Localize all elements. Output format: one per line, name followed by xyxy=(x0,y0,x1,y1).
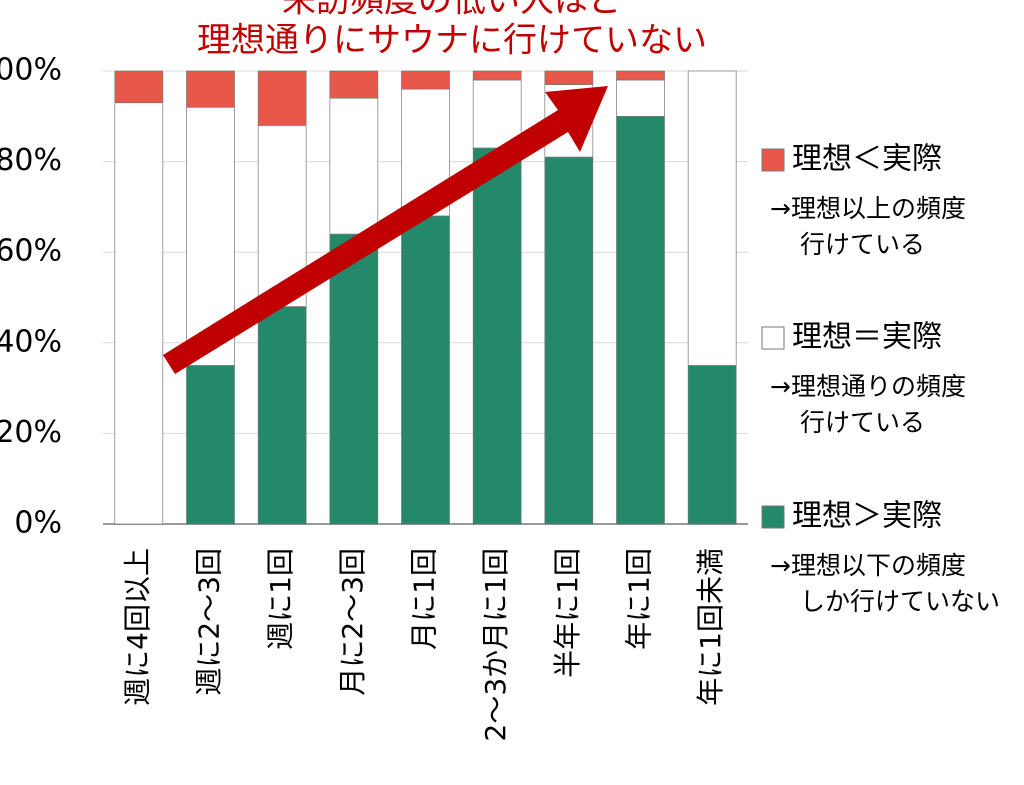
legend-note: 行けている xyxy=(800,230,925,259)
y-tick-label: 0% xyxy=(14,506,62,541)
bar-segment xyxy=(329,70,379,99)
y-tick-label: 40% xyxy=(0,324,62,359)
chart-title: 来訪頻度の低い人ほど xyxy=(282,0,622,21)
y-tick-label: 20% xyxy=(0,415,62,450)
bar-segment xyxy=(472,147,522,525)
bar-segment xyxy=(329,233,379,525)
y-tick-label: 100% xyxy=(0,53,62,88)
legend-note: →理想以上の頻度 xyxy=(770,194,966,223)
legend-note: →理想通りの頻度 xyxy=(770,372,966,401)
bar-segment xyxy=(616,70,665,81)
bar-segment xyxy=(114,102,164,525)
bar-segment xyxy=(401,215,450,525)
x-tick-label: 2〜3か月に1回 xyxy=(479,548,512,741)
x-tick-label: 週に1回 xyxy=(264,548,297,650)
legend-label: 理想＜実際 xyxy=(792,142,942,177)
x-tick-label: 半年に1回 xyxy=(551,548,584,678)
bar-segment xyxy=(544,70,594,85)
x-tick-label: 年に1回 xyxy=(623,548,656,650)
legend-label: 理想＞実際 xyxy=(792,499,942,534)
legend-swatch xyxy=(761,326,785,350)
bar-segment xyxy=(329,97,379,235)
y-tick-label: 60% xyxy=(0,234,62,269)
trend-arrow xyxy=(163,86,608,374)
legend-swatch xyxy=(761,505,785,529)
x-tick-label: 年に1回未満 xyxy=(694,548,727,706)
bar-segment xyxy=(186,70,235,108)
legend: 理想＜実際→理想以上の頻度行けている理想＝実際→理想通りの頻度行けている理想＞実… xyxy=(761,142,1000,616)
legend-note: しか行けていない xyxy=(800,587,1000,616)
bar-segment xyxy=(257,306,307,525)
legend-label: 理想＝実際 xyxy=(792,320,942,355)
plot-area: 0% 20% 40% 60% 80% 100% 週に4回以上 週に2〜3回 週に1回 月に2〜3回… xyxy=(0,53,748,741)
x-tick-label: 週に2〜3回 xyxy=(193,548,226,696)
bar-segment xyxy=(186,365,235,525)
bar-segment xyxy=(257,70,307,126)
bar-segment xyxy=(114,70,164,104)
bar-segment xyxy=(616,115,665,525)
chart-subtitle: 理想通りにサウナに行けていない xyxy=(197,21,707,61)
bar-segment xyxy=(401,70,450,90)
legend-note: →理想以下の頻度 xyxy=(770,551,966,580)
x-tick-label: 月に1回 xyxy=(408,548,441,650)
bar-segment xyxy=(472,70,522,81)
x-tick-label: 月に2〜3回 xyxy=(336,548,369,696)
legend-note: 行けている xyxy=(800,408,925,437)
legend-swatch xyxy=(761,148,785,172)
bar-segment xyxy=(544,156,594,525)
bar-segment xyxy=(687,365,737,525)
bar-segment xyxy=(687,70,737,366)
y-tick-label: 80% xyxy=(0,143,62,178)
x-tick-label: 週に4回以上 xyxy=(121,548,154,706)
bar-segment xyxy=(616,79,665,117)
